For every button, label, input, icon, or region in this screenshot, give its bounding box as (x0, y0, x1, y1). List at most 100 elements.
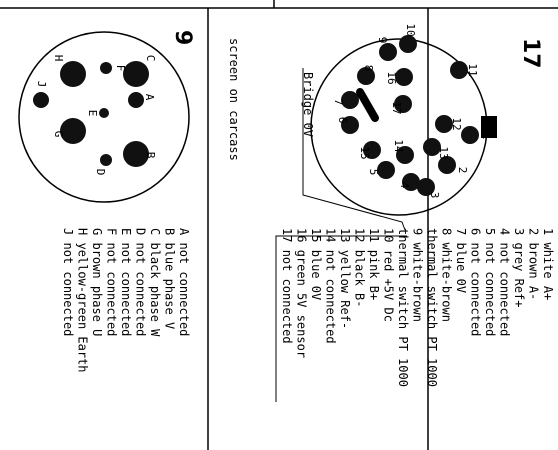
pin-description: not connected (469, 242, 483, 336)
pin-description: thermal switch PT 1000 (396, 228, 410, 387)
pin-5-label: 5 (367, 169, 380, 176)
pin-description: blue 0V (454, 242, 468, 293)
pin-letter: F (105, 228, 119, 235)
legend-17-line: 3 grey Ref+ (512, 228, 526, 308)
pin-3-label: 3 (428, 192, 441, 199)
pin-description: white-brown (411, 242, 425, 321)
pin-b-contact (123, 141, 149, 167)
pin-1-contact (461, 126, 479, 144)
legend-9-line: A not connected (177, 228, 191, 336)
pin-6-contact (341, 116, 359, 134)
pin-7-label: 7 (332, 99, 345, 106)
pin-2-contact (438, 156, 456, 174)
pin-description: black phase W (148, 242, 162, 337)
pin-number: 7 (454, 228, 468, 235)
pin-number: 13 (338, 228, 352, 242)
pin-12-contact (435, 115, 453, 133)
pin-letter: A (177, 228, 191, 236)
legend-9-line: D not connected (134, 228, 148, 336)
connector-9-outline (18, 31, 190, 203)
pin-g-contact (60, 118, 86, 144)
legend-17-line: 10 red +5V Dc (382, 228, 396, 322)
legend-17-line: 5 not connected (483, 228, 497, 336)
legend-17-line: thermal switch PT 1000 (396, 228, 410, 387)
pin-j-label: J (35, 81, 48, 88)
pin-4-label: 4 (398, 182, 411, 189)
pin-3-contact (417, 178, 435, 196)
legend-9-line: G brown phase U (90, 228, 104, 336)
legend-17-line: 11 pink B+ (367, 228, 381, 300)
connector-17-legend: 1 white A+ 2 brown A- 3 grey Ref+ 4 not … (280, 228, 555, 387)
pin-number: 14 (324, 228, 338, 242)
legend-17-line: 14 not connected (324, 228, 338, 344)
pin-g-label: G (52, 131, 65, 138)
pin-description: not connected (498, 242, 512, 336)
connector-9-title: 9 (170, 30, 195, 45)
legend-17-line: 4 not connected (498, 228, 512, 336)
pin-10-contact (399, 35, 417, 53)
pin-a-label: A (143, 94, 156, 101)
pin-16-contact (395, 68, 413, 86)
connector-17-title: 17 (518, 38, 543, 69)
pin-description: yellow Ref- (338, 250, 352, 329)
pin-number: 16 (295, 228, 309, 242)
bridge-0v-leader (302, 68, 406, 231)
pin-7-contact (341, 91, 359, 109)
pin-number: 8 (440, 228, 454, 235)
pin-f-label: F (114, 65, 127, 72)
connector-17-key (481, 116, 497, 138)
pin-number: 12 (353, 228, 367, 242)
pin-description: not connected (177, 242, 191, 336)
pin-d-label: D (94, 169, 107, 176)
pin-number: 5 (483, 228, 497, 235)
legend-17-line: 1 white A+ (541, 228, 555, 300)
legend-17-line: 8 white-brown (440, 228, 454, 322)
pin-d-contact (100, 154, 112, 166)
legend-17-line: 9 white-brown (411, 228, 425, 322)
pin-description: brown phase U (90, 242, 104, 336)
pin-number: 17 (280, 228, 294, 242)
pin-10-label: 10 (404, 23, 417, 36)
pin-7-15-bracket (275, 235, 407, 402)
pin-h-label: H (52, 55, 65, 62)
pin-description: not connected (61, 242, 75, 336)
pin-description: not connected (119, 242, 133, 336)
pin-number: 9 (411, 228, 425, 235)
pin-c-contact (123, 61, 149, 87)
pin-f-contact (100, 62, 112, 74)
legend-17-line: 12 black B- (353, 228, 367, 307)
legend-9-line: J not connected (61, 228, 75, 336)
pin-number: 15 (309, 228, 323, 242)
legend-9-line: C black phase W (148, 228, 162, 337)
pin-11-contact (450, 61, 468, 79)
pin-8-contact (357, 67, 375, 85)
legend-9-line: E not connected (119, 228, 133, 336)
pin-letter: J (61, 228, 75, 235)
pin-number: 3 (512, 228, 526, 235)
pin-description: pink B+ (367, 250, 381, 301)
pin-e-label: E (86, 110, 99, 117)
pin-2-label: 2 (456, 167, 469, 174)
pin-13-label: 13 (437, 146, 450, 159)
pin-description: not connected (324, 250, 338, 344)
pin-description: not connected (105, 242, 119, 336)
pin-13-contact (423, 138, 441, 156)
pin-letter: C (148, 228, 162, 235)
pin-description: not connected (483, 242, 497, 336)
pin-letter: E (119, 228, 133, 235)
legend-17-line: 15 blue 0V (309, 228, 323, 300)
pin-description: not connected (280, 250, 294, 344)
pin-description: not connected (134, 242, 148, 336)
pin-description: thermal switch PT 1000 (425, 228, 439, 387)
pin-a-contact (128, 92, 144, 108)
pin-j-contact (33, 92, 49, 108)
connector-9: 9 A B C D E F G H J (18, 30, 195, 203)
legend-17-line: 6 not connected (469, 228, 483, 336)
pin-letter: G (90, 228, 104, 235)
pin-number: 10 (382, 228, 396, 242)
legend-17-line: 13 yellow Ref- (338, 228, 352, 329)
